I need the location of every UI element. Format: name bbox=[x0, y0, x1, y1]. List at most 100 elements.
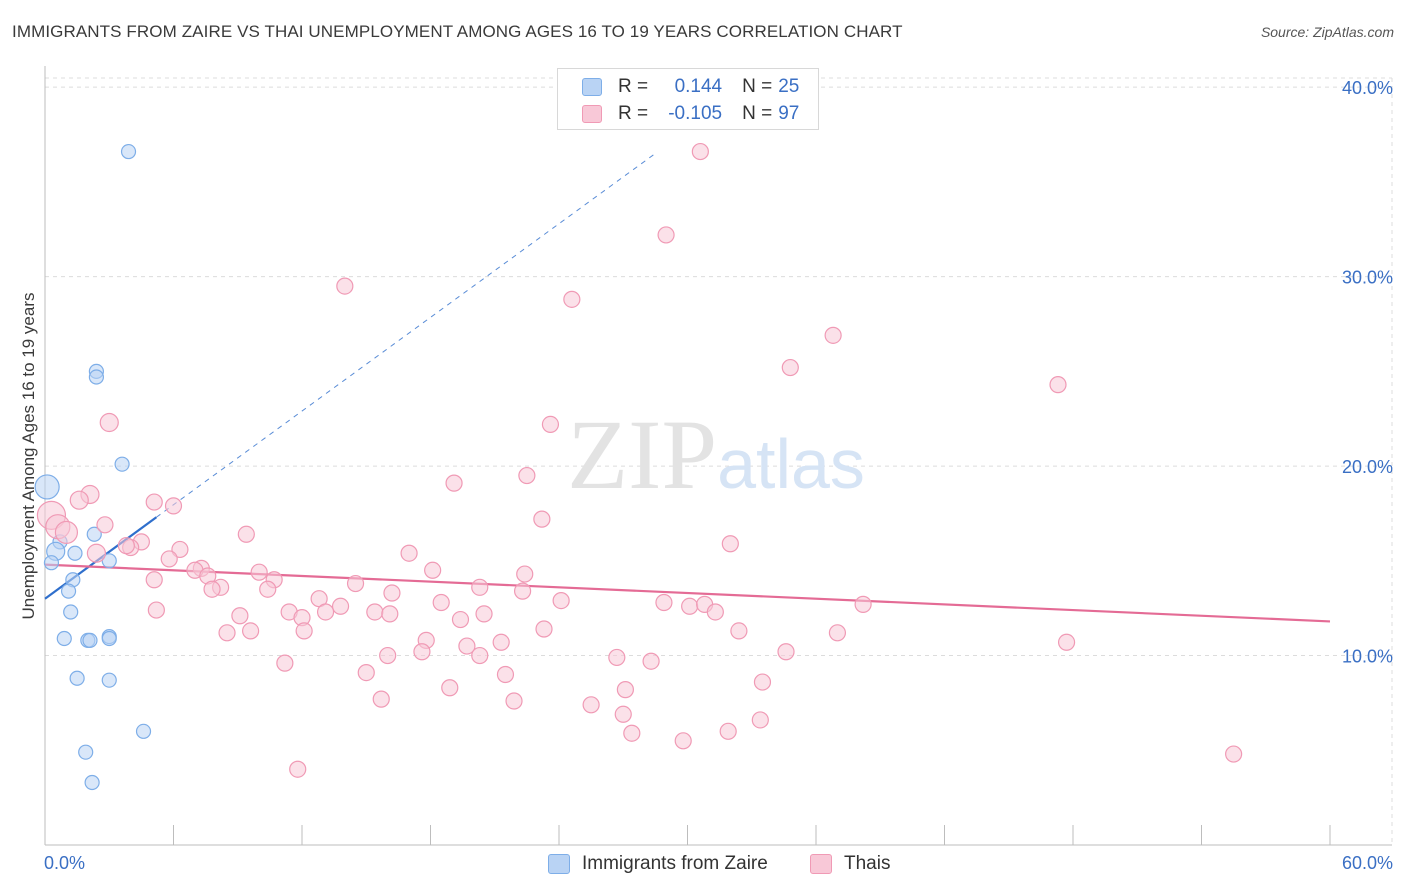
point-thais bbox=[730, 622, 748, 640]
point-zaire bbox=[60, 583, 77, 599]
point-thais bbox=[496, 665, 515, 684]
point-thais bbox=[1049, 376, 1067, 394]
chart-title: IMMIGRANTS FROM ZAIRE VS THAI UNEMPLOYME… bbox=[12, 22, 903, 41]
tick-labels: 10.0% 20.0% 30.0% 40.0% 0.0% 60.0% bbox=[44, 78, 1393, 873]
point-thais bbox=[492, 633, 510, 651]
point-thais bbox=[828, 624, 847, 642]
series-legend-zaire[interactable]: Immigrants from Zaire bbox=[548, 850, 768, 878]
point-thais bbox=[381, 605, 399, 623]
point-thais bbox=[518, 466, 536, 485]
legend-n-label: N = bbox=[742, 76, 773, 97]
point-thais bbox=[400, 544, 418, 562]
point-thais bbox=[96, 516, 114, 534]
watermark: ZIPatlas bbox=[567, 399, 865, 510]
correlation-legend: R = 0.144 N = 25 R = -0.105 N = 97 bbox=[557, 68, 819, 130]
legend-n-value: 25 bbox=[778, 76, 800, 97]
point-zaire bbox=[63, 604, 79, 620]
point-thais bbox=[145, 571, 163, 589]
point-thais bbox=[458, 637, 476, 655]
legend-n-label: N = bbox=[742, 103, 773, 124]
point-zaire bbox=[135, 723, 152, 739]
point-thais bbox=[237, 525, 255, 543]
point-thais bbox=[513, 582, 532, 600]
series-swatch-thais bbox=[810, 854, 832, 874]
point-zaire bbox=[82, 632, 98, 648]
point-thais bbox=[674, 732, 692, 750]
point-thais bbox=[616, 681, 634, 699]
series-swatch-zaire bbox=[548, 854, 570, 874]
point-thais bbox=[655, 593, 673, 612]
point-zaire bbox=[34, 474, 60, 500]
point-thais bbox=[824, 326, 842, 344]
point-thais bbox=[854, 595, 872, 613]
legend-swatch-zaire bbox=[582, 78, 602, 96]
point-thais bbox=[164, 497, 183, 515]
y-tick-label: 30.0% bbox=[1342, 268, 1393, 288]
legend-n-value: 97 bbox=[778, 103, 800, 124]
legend-r-label: R = bbox=[618, 103, 649, 124]
point-thais bbox=[475, 605, 493, 623]
point-thais bbox=[1057, 633, 1076, 651]
point-thais bbox=[721, 535, 739, 553]
point-thais bbox=[445, 474, 463, 492]
point-thais bbox=[413, 643, 431, 661]
point-zaire bbox=[78, 744, 94, 760]
y-axis-label: Unemployment Among Ages 16 to 19 years bbox=[19, 293, 38, 620]
x-tick-label: 60.0% bbox=[1342, 853, 1393, 873]
point-thais bbox=[357, 663, 375, 682]
point-thais bbox=[147, 601, 165, 619]
point-thais bbox=[276, 654, 294, 672]
point-thais bbox=[1225, 745, 1243, 763]
point-thais bbox=[203, 580, 221, 598]
point-zaire bbox=[88, 369, 105, 385]
point-thais bbox=[535, 620, 553, 638]
point-thais bbox=[432, 593, 450, 612]
point-zaire bbox=[69, 670, 85, 686]
point-thais bbox=[145, 493, 163, 511]
point-thais bbox=[218, 624, 236, 642]
point-thais bbox=[99, 412, 119, 433]
point-thais bbox=[451, 610, 470, 629]
point-thais bbox=[582, 696, 600, 714]
point-zaire bbox=[114, 456, 130, 472]
legend-r-value: 0.144 bbox=[674, 76, 723, 97]
point-thais bbox=[533, 510, 551, 528]
trend-lines bbox=[44, 153, 1331, 623]
point-thais bbox=[242, 622, 260, 640]
point-thais bbox=[552, 591, 570, 610]
point-thais bbox=[424, 561, 442, 579]
series-legend-thais[interactable]: Thais bbox=[810, 850, 890, 878]
point-zaire bbox=[86, 526, 102, 542]
point-thais bbox=[471, 578, 489, 596]
point-thais bbox=[441, 679, 459, 697]
point-thais bbox=[719, 722, 737, 740]
point-thais bbox=[289, 760, 307, 778]
point-thais bbox=[331, 597, 350, 615]
point-thais bbox=[383, 584, 401, 602]
point-thais bbox=[777, 643, 795, 661]
point-zaire bbox=[56, 630, 72, 647]
point-thais bbox=[642, 652, 660, 670]
legend-swatch-thais bbox=[582, 105, 602, 123]
series-legend: Immigrants from Zaire Thais bbox=[0, 850, 1406, 878]
point-zaire bbox=[43, 555, 60, 571]
point-thais bbox=[86, 543, 107, 563]
y-tick-label: 40.0% bbox=[1342, 78, 1393, 98]
point-thais bbox=[69, 490, 89, 510]
point-thais bbox=[623, 724, 641, 742]
legend-row-thais: R = -0.105 N = 97 bbox=[582, 103, 800, 125]
point-thais bbox=[54, 520, 79, 544]
point-thais bbox=[563, 290, 581, 308]
x-tick-label: 0.0% bbox=[44, 853, 85, 873]
point-thais bbox=[608, 648, 626, 667]
point-thais bbox=[657, 226, 675, 244]
point-thais bbox=[346, 574, 365, 593]
point-thais bbox=[691, 142, 709, 161]
y-tick-label: 20.0% bbox=[1342, 457, 1393, 477]
point-thais bbox=[336, 277, 354, 295]
point-thais bbox=[295, 622, 313, 640]
point-thais bbox=[505, 692, 523, 710]
point-zaire bbox=[120, 143, 137, 160]
trend-extension-zaire bbox=[156, 153, 656, 518]
point-thais bbox=[516, 565, 534, 583]
